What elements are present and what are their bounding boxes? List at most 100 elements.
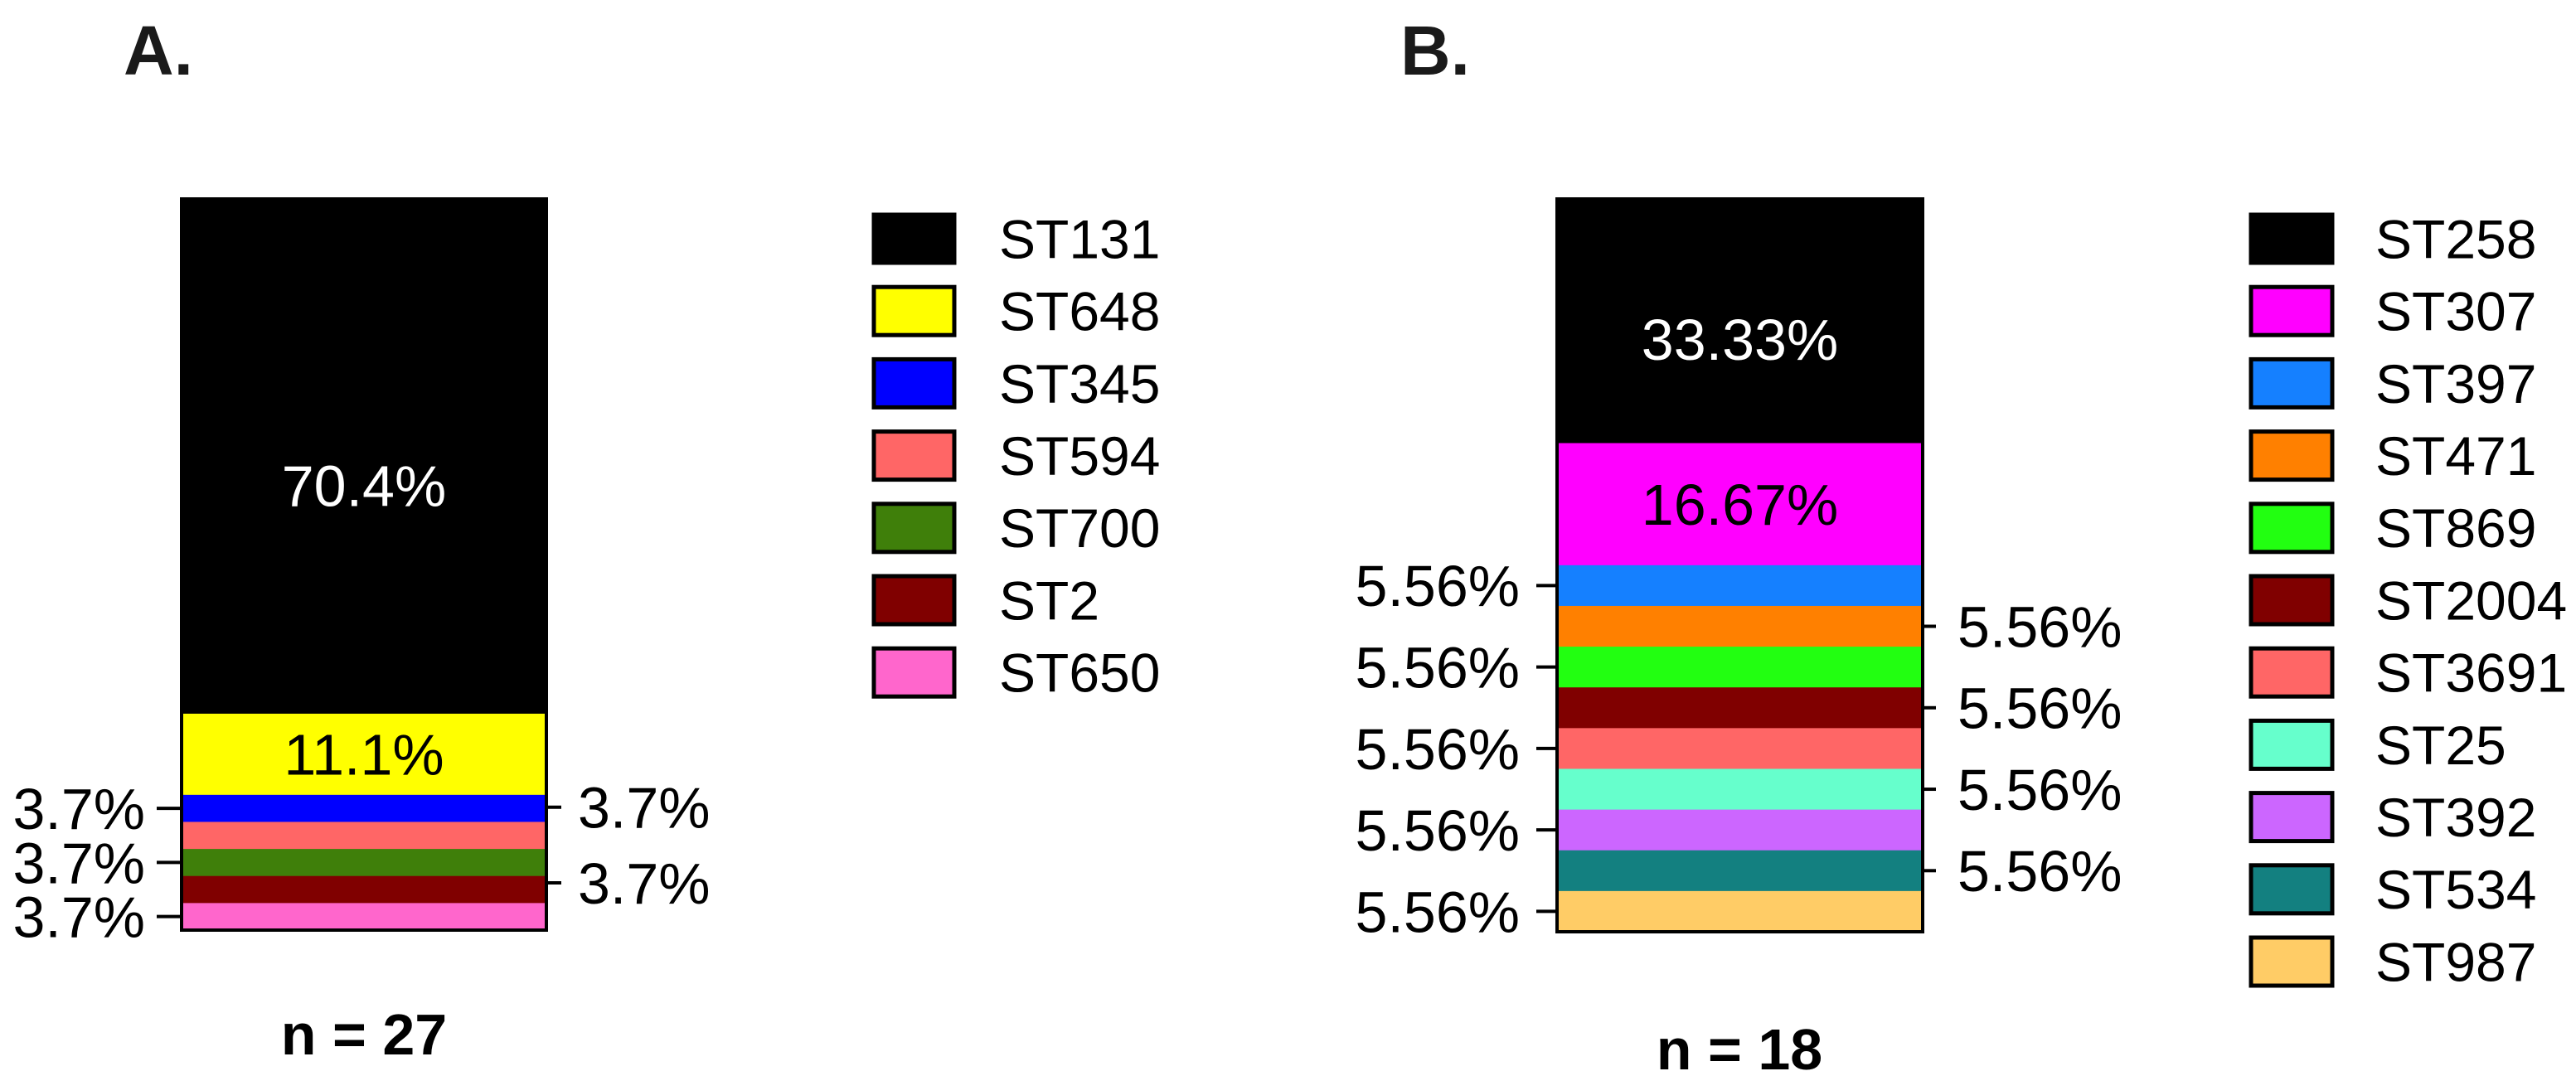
legend-item-st345: ST345 [871, 353, 1160, 414]
bar-outline-b [1555, 197, 1924, 933]
segment-label-st131: 70.4% [282, 453, 446, 518]
legend-label-st534: ST534 [2375, 859, 2536, 920]
panel-b: B. 33.33% 16.67% 5.56% 5.56% 5.56% 5.56% 5.56% 5… [1356, 12, 2568, 1076]
legend-swatch-st650 [871, 646, 957, 699]
legend-item-st397: ST397 [2249, 353, 2536, 414]
legend-item-st2: ST2 [871, 570, 1099, 631]
legend-item-st2004: ST2004 [2249, 570, 2567, 631]
legend-item-st700: ST700 [871, 497, 1160, 559]
sample-size-label-a: n = 27 [281, 1002, 447, 1067]
bar-outline-a [180, 197, 548, 932]
legend-item-st258: ST258 [2249, 208, 2536, 269]
segment-label-st700: 3.7% [12, 831, 145, 895]
legend-item-st648: ST648 [871, 281, 1160, 342]
segment-label-st471: 5.56% [1957, 594, 2122, 659]
legend-label-st648: ST648 [999, 281, 1160, 342]
legend-label-st397: ST397 [2375, 353, 2536, 414]
legend-label-st2: ST2 [999, 570, 1099, 631]
segment-label-st534: 5.56% [1957, 839, 2122, 904]
legend-item-st392: ST392 [2249, 787, 2536, 848]
bar-segment-st594 [182, 822, 546, 850]
legend-swatch-st3691 [2249, 646, 2335, 699]
sample-size-label-b: n = 18 [1657, 1017, 1822, 1076]
legend-label-st307: ST307 [2375, 281, 2536, 342]
legend-swatch-st2 [871, 574, 957, 627]
bar-segment-st534 [1557, 850, 1923, 892]
legend-label-st650: ST650 [999, 642, 1160, 704]
legend-item-st307: ST307 [2249, 281, 2536, 342]
bar-segment-st345 [182, 794, 546, 822]
legend-swatch-st700 [871, 502, 957, 555]
legend-item-st594: ST594 [871, 425, 1160, 487]
bar-segment-st25 [1557, 768, 1923, 811]
legend-label-st2004: ST2004 [2375, 570, 2567, 631]
legend-swatch-st2004 [2249, 574, 2335, 627]
segment-label-st869: 5.56% [1356, 636, 1520, 700]
legend-label-st594: ST594 [999, 425, 1160, 487]
legend-swatch-st392 [2249, 791, 2335, 844]
legend-a: ST131 ST648 ST345 ST594 ST700 ST2 ST650 [871, 208, 1160, 704]
legend-item-st650: ST650 [871, 642, 1160, 704]
bar-segment-st650 [182, 903, 546, 931]
legend-label-st700: ST700 [999, 497, 1160, 559]
segment-label-st258: 33.33% [1642, 308, 1838, 372]
bar-segment-st869 [1557, 647, 1923, 688]
legend-item-st25: ST25 [2249, 715, 2506, 776]
legend-item-st471: ST471 [2249, 425, 2536, 487]
legend-swatch-st397 [2249, 356, 2335, 410]
legend-item-st987: ST987 [2249, 931, 2536, 992]
panel-label-a: A. [124, 12, 193, 90]
segment-label-st987: 5.56% [1356, 880, 1520, 944]
legend-swatch-st345 [871, 356, 957, 410]
segment-label-st594: 3.7% [578, 776, 711, 841]
legend-label-st869: ST869 [2375, 497, 2536, 559]
legend-swatch-st648 [871, 284, 957, 337]
segment-label-st25: 5.56% [1957, 758, 2122, 822]
panel-a: A.70.4%11.1%3.7% 3.7%3.7% 3.7%3.7%ST131ST6… [12, 12, 1160, 1067]
panel-label-b: B. [1400, 12, 1470, 90]
legend-swatch-st471 [2249, 429, 2335, 482]
legend-swatch-st131 [871, 212, 957, 265]
segment-label-st650: 3.7% [12, 885, 145, 950]
bar-segment-st2004 [1557, 687, 1923, 729]
bar-segment-st648 [182, 713, 546, 796]
segment-label-st392: 5.56% [1356, 798, 1520, 863]
legend-swatch-st534 [2249, 863, 2335, 916]
legend-item-st869: ST869 [2249, 497, 2536, 559]
legend-swatch-st307 [2249, 284, 2335, 337]
bar-segment-st987 [1557, 890, 1923, 933]
bar-segment-st397 [1557, 565, 1923, 607]
bar-segment-st471 [1557, 605, 1923, 647]
legend-item-st131: ST131 [871, 208, 1160, 269]
legend-swatch-st258 [2249, 212, 2335, 265]
bar-segment-st3691 [1557, 728, 1923, 769]
segment-label-st3691: 5.56% [1356, 717, 1520, 782]
bar-segment-st307 [1557, 443, 1923, 566]
segment-label-st2: 3.7% [578, 851, 711, 916]
segment-label-st345: 3.7% [12, 777, 145, 841]
stacked-bar-b [1557, 199, 1923, 933]
bar-segment-st2 [182, 875, 546, 904]
bar-segment-st392 [1557, 809, 1923, 851]
legend-label-st25: ST25 [2375, 715, 2506, 776]
legend-swatch-st594 [871, 429, 957, 482]
legend-swatch-st869 [2249, 502, 2335, 555]
segment-label-st397: 5.56% [1356, 554, 1520, 618]
legend-item-st3691: ST3691 [2249, 642, 2567, 704]
legend-swatch-st25 [2249, 718, 2335, 771]
segment-label-st307: 16.67% [1642, 473, 1838, 537]
legend-label-st131: ST131 [999, 208, 1160, 269]
legend-label-st3691: ST3691 [2375, 642, 2567, 704]
segment-label-st648: 11.1% [284, 723, 444, 788]
legend-b: ST258 ST307 ST397 ST471 ST869 ST2004 ST3691 ST2… [2249, 208, 2567, 992]
legend-label-st471: ST471 [2375, 425, 2536, 487]
legend-item-st534: ST534 [2249, 859, 2536, 920]
legend-label-st345: ST345 [999, 353, 1160, 414]
stacked-bar-a [182, 199, 546, 931]
legend-label-st987: ST987 [2375, 931, 2536, 992]
legend-swatch-st987 [2249, 935, 2335, 988]
segment-label-st2004: 5.56% [1957, 676, 2122, 741]
legend-label-st258: ST258 [2375, 208, 2536, 269]
bar-segment-st258 [1557, 199, 1923, 444]
